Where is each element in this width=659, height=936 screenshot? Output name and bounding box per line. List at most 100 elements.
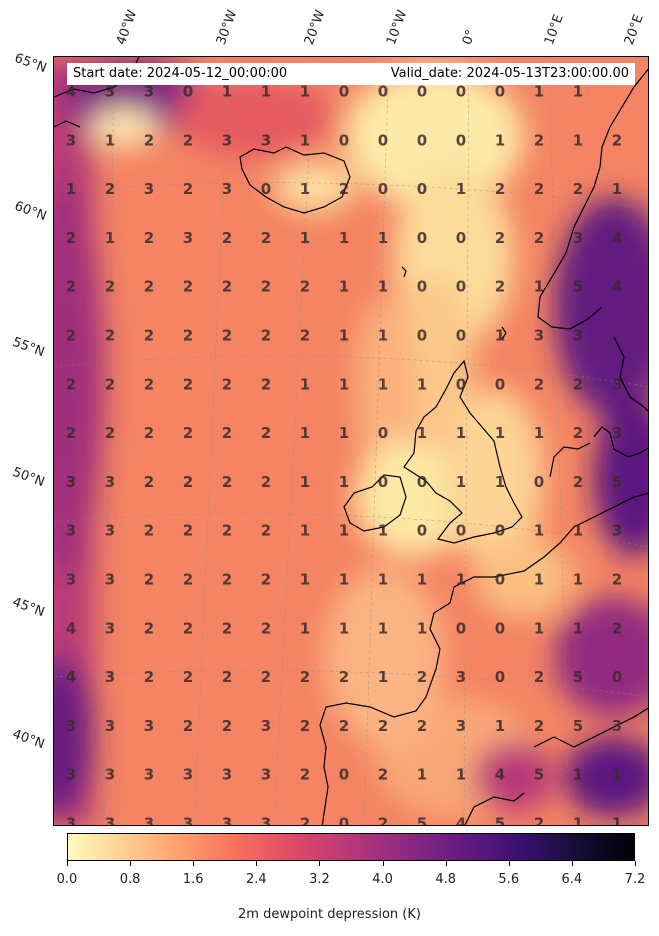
grid-value: 1 — [534, 278, 544, 296]
grid-value: 2 — [534, 131, 544, 149]
grid-value: 1 — [573, 83, 583, 101]
grid-value: 3 — [66, 766, 76, 784]
grid-value: 2 — [300, 327, 310, 345]
grid-value: 1 — [417, 375, 427, 393]
colorbar-tick-label: 7.2 — [624, 872, 646, 887]
grid-value: 0 — [339, 815, 349, 827]
colorbar-tick-label: 0.8 — [119, 872, 141, 887]
grid-value: 1 — [417, 619, 427, 637]
grid-value: 1 — [378, 619, 388, 637]
grid-value: 1 — [300, 522, 310, 540]
grid-value: 1 — [456, 473, 466, 491]
grid-values: 4 3 3 0 1 1 1 0 0 0 0 0 1 1 3 1 2 2 3 3 1 0 0 0 0 1 2 1 2 1 2 3 2 3 0 1 2 0 0 1… — [66, 83, 622, 827]
grid-value: 2 — [534, 815, 544, 827]
grid-value: 0 — [495, 668, 505, 686]
grid-value: 0 — [339, 83, 349, 101]
grid-value: 2 — [105, 375, 115, 393]
grid-value: 0 — [456, 619, 466, 637]
grid-value: 1 — [339, 375, 349, 393]
grid-value: 1 — [300, 180, 310, 198]
grid-value: 2 — [144, 327, 154, 345]
grid-value: 2 — [261, 571, 271, 589]
grid-value: 2 — [144, 375, 154, 393]
grid-value: 3 — [144, 180, 154, 198]
grid-value: 1 — [573, 522, 583, 540]
grid-value: 2 — [144, 668, 154, 686]
grid-value: 3 — [261, 815, 271, 827]
grid-value: 2 — [222, 278, 232, 296]
grid-value: 0 — [339, 131, 349, 149]
grid-value: 2 — [300, 717, 310, 735]
grid-value: 2 — [534, 375, 544, 393]
grid-value: 0 — [456, 229, 466, 247]
grid-value: 3 — [66, 815, 76, 827]
grid-value: 1 — [339, 229, 349, 247]
colorbar-tick-label: 4.0 — [372, 872, 393, 887]
grid-value: 3 — [261, 131, 271, 149]
grid-value: 1 — [534, 522, 544, 540]
colorbar-tickmark — [67, 861, 68, 866]
grid-value: 0 — [612, 668, 622, 686]
grid-value: 2 — [534, 229, 544, 247]
grid-value: 0 — [495, 571, 505, 589]
lat-label: 60°N — [12, 198, 49, 225]
colorbar-tickmark — [382, 861, 384, 866]
grid-value: 1 — [300, 131, 310, 149]
grid-value: 2 — [261, 619, 271, 637]
grid-value: 2 — [339, 668, 349, 686]
colorbar-tick-label: 4.8 — [435, 872, 456, 887]
grid-value: 2 — [261, 278, 271, 296]
grid-value: 3 — [144, 815, 154, 827]
grid-value: 4 — [612, 229, 622, 247]
lon-label: 0° — [459, 27, 480, 47]
grid-value: 3 — [105, 815, 115, 827]
grid-value: 2 — [144, 424, 154, 442]
grid-value: 0 — [495, 83, 505, 101]
grid-value: 5 — [573, 668, 583, 686]
grid-value: 2 — [534, 180, 544, 198]
start-date: Start date: 2024-05-12_00:00:00 — [73, 66, 288, 81]
grid-value: 2 — [66, 375, 76, 393]
grid-value: 3 — [66, 131, 76, 149]
grid-value: 5 — [612, 473, 622, 491]
grid-value: 1 — [339, 278, 349, 296]
grid-value: 2 — [261, 424, 271, 442]
grid-value: 3 — [183, 766, 193, 784]
grid-value: 3 — [573, 327, 583, 345]
grid-value: 2 — [378, 717, 388, 735]
colorbar-tickmark — [130, 861, 132, 866]
colorbar-tick-label: 1.6 — [182, 872, 204, 887]
grid-value: 0 — [417, 131, 427, 149]
grid-value: 2 — [66, 327, 76, 345]
grid-value: 2 — [144, 473, 154, 491]
grid-value: 2 — [183, 180, 193, 198]
grid-value: 1 — [378, 229, 388, 247]
grid-value: 3 — [105, 571, 115, 589]
grid-value: 3 — [105, 668, 115, 686]
grid-value: 4 — [66, 619, 76, 637]
grid-value: 3 — [105, 473, 115, 491]
grid-value: 2 — [144, 229, 154, 247]
grid-value: 1 — [612, 180, 622, 198]
grid-value: 1 — [573, 815, 583, 827]
grid-value: 1 — [495, 131, 505, 149]
grid-value: 2 — [183, 571, 193, 589]
colorbar-tickmark — [445, 861, 447, 866]
grid-value: 2 — [105, 424, 115, 442]
grid-value: 1 — [495, 717, 505, 735]
grid-value: 4 — [612, 278, 622, 296]
grid-value: 3 — [612, 424, 622, 442]
grid-value: 3 — [105, 83, 115, 101]
grid-value: 0 — [456, 522, 466, 540]
grid-value: 0 — [456, 327, 466, 345]
grid-value: 0 — [378, 83, 388, 101]
grid-value: 1 — [339, 424, 349, 442]
grid-value: 1 — [105, 229, 115, 247]
grid-value: 2 — [417, 668, 427, 686]
grid-value: 1 — [417, 766, 427, 784]
grid-value: 2 — [144, 522, 154, 540]
grid-value: 2 — [534, 717, 544, 735]
grid-value: 3 — [105, 619, 115, 637]
grid-value: 0 — [417, 278, 427, 296]
grid-value: 0 — [261, 180, 271, 198]
